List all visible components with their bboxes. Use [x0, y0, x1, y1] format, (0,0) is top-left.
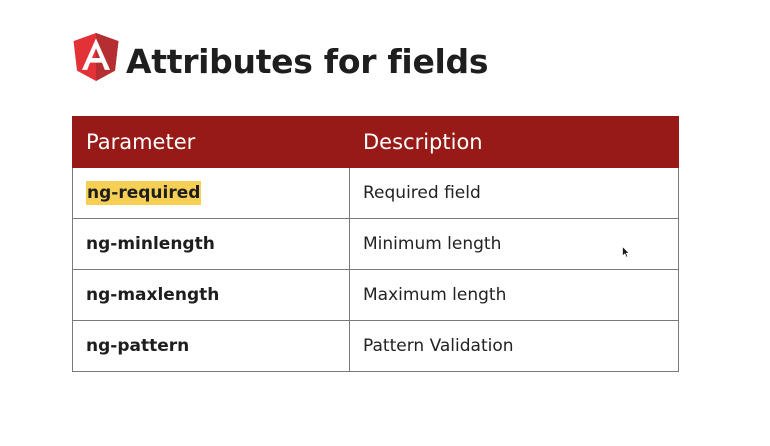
parameter-cell: ng-pattern	[72, 320, 350, 372]
mouse-pointer-icon	[622, 246, 630, 258]
description-cell: Required field	[349, 167, 679, 219]
parameter-cell: ng-minlength	[72, 218, 350, 270]
table-row: ng-maxlength Maximum length	[72, 269, 679, 321]
angular-logo-icon	[73, 33, 119, 82]
column-header-description: Description	[349, 116, 679, 168]
slide-title: Attributes for fields	[126, 42, 489, 81]
table-row: ng-pattern Pattern Validation	[72, 320, 679, 372]
description-cell: Minimum length	[349, 218, 679, 270]
highlighted-parameter: ng-required	[86, 181, 202, 205]
description-cell: Maximum length	[349, 269, 679, 321]
table-row: ng-required Required field	[72, 167, 679, 219]
parameter-cell: ng-required	[72, 167, 350, 219]
table-header-row: Parameter Description	[72, 116, 679, 168]
table-row: ng-minlength Minimum length	[72, 218, 679, 270]
column-header-parameter: Parameter	[72, 116, 350, 168]
parameter-cell: ng-maxlength	[72, 269, 350, 321]
description-cell: Pattern Validation	[349, 320, 679, 372]
attributes-table: Parameter Description ng-required Requir…	[72, 116, 679, 372]
